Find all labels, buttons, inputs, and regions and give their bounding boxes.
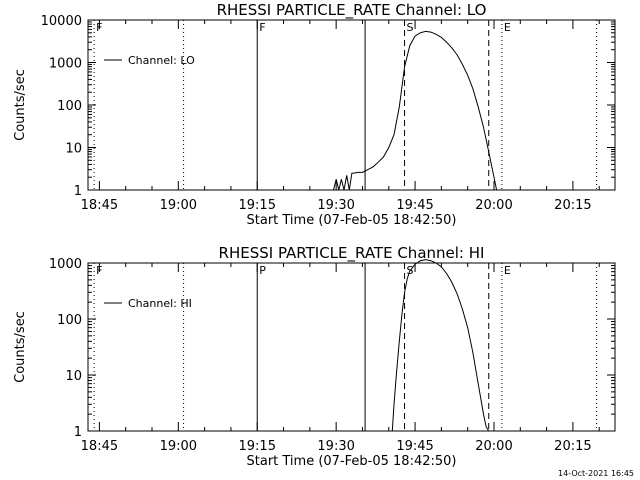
- x-tick-label: 20:00: [475, 439, 512, 454]
- x-axis-label: Start Time (07-Feb-05 18:42:50): [247, 213, 457, 228]
- x-tick-label: 19:00: [160, 439, 197, 454]
- y-axis-label: Counts/sec: [13, 311, 28, 383]
- x-tick-label: 20:00: [475, 198, 512, 213]
- y-tick-label: 1: [74, 425, 82, 440]
- y-tick-label: 1000: [49, 257, 82, 272]
- legend-label: Channel: LO: [128, 54, 195, 67]
- legend-label: Channel: HI: [128, 297, 192, 310]
- panel-1: RHESSI PARTICLE_RATE Channel: HI Counts/s…: [13, 244, 616, 469]
- x-tick-label: 20:15: [554, 198, 591, 213]
- event-marker-label: S: [407, 21, 414, 34]
- y-tick-label: 10: [65, 142, 82, 157]
- x-tick-label: 20:15: [554, 439, 591, 454]
- event-marker-label: E: [504, 21, 511, 34]
- chart-title: RHESSI PARTICLE_RATE Channel: LO: [217, 1, 487, 20]
- y-axis-label: Counts/sec: [13, 69, 28, 141]
- x-axis-label: Start Time (07-Feb-05 18:42:50): [247, 454, 457, 469]
- panel-0: RHESSI PARTICLE_RATE Channel: LO Counts/s…: [13, 1, 616, 228]
- chart-title: RHESSI PARTICLE_RATE Channel: HI: [219, 244, 485, 263]
- event-marker-label: F: [96, 21, 102, 34]
- y-tick-label: 100: [57, 99, 82, 114]
- event-marker-label: E: [504, 264, 511, 277]
- y-tick-label: 10: [65, 369, 82, 384]
- y-tick-label: 10000: [41, 14, 82, 29]
- plot-frame: [87, 19, 616, 191]
- y-tick-label: 1000: [49, 57, 82, 72]
- series-line: [333, 30, 498, 191]
- event-marker-label: F: [96, 264, 102, 277]
- series-line: [391, 259, 490, 432]
- event-marker-label: P: [259, 264, 266, 277]
- y-tick-label: 100: [57, 313, 82, 328]
- plot-frame: [87, 262, 616, 432]
- x-tick-label: 19:30: [317, 198, 354, 213]
- x-tick-label: 19:30: [317, 439, 354, 454]
- x-tick-label: 19:15: [239, 439, 276, 454]
- x-tick-label: 19:00: [160, 198, 197, 213]
- event-marker-label: F: [259, 21, 265, 34]
- x-tick-label: 19:15: [239, 198, 276, 213]
- x-tick-label: 18:45: [81, 198, 118, 213]
- y-tick-label: 1: [74, 184, 82, 199]
- x-tick-label: 19:45: [396, 439, 433, 454]
- generation-timestamp: 14-Oct-2021 16:45: [558, 469, 634, 478]
- x-tick-label: 19:45: [396, 198, 433, 213]
- x-tick-label: 18:45: [81, 439, 118, 454]
